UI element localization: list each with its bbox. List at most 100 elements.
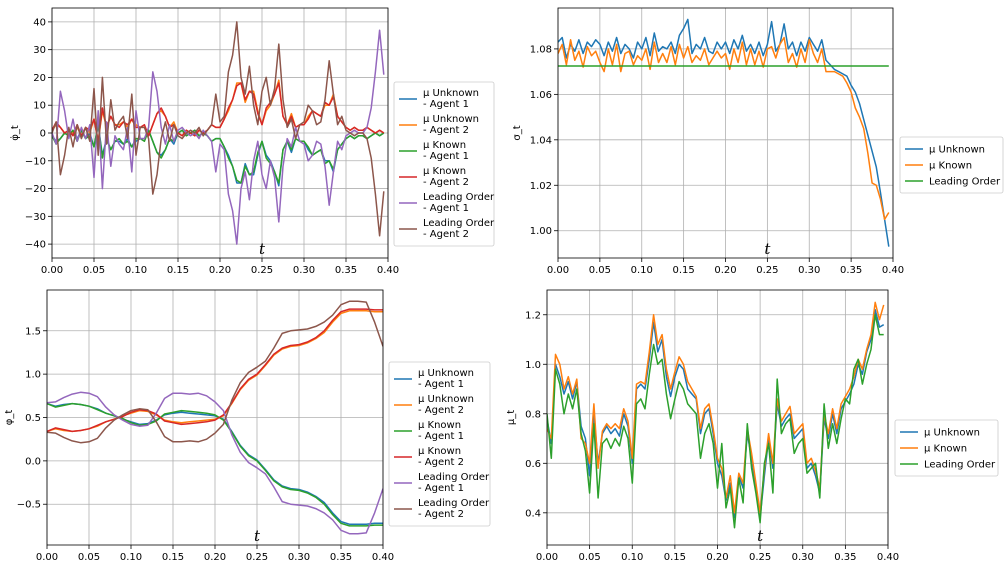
y-tick-label: 0.6 (525, 459, 541, 470)
x-tick-label: 0.20 (706, 552, 728, 563)
y-tick-label: −30 (25, 212, 46, 223)
legend-label: - Agent 2 (418, 509, 464, 520)
legend-label: - Agent 1 (423, 203, 469, 214)
x-tick-label: 0.05 (78, 552, 100, 563)
legend-label: - Agent 1 (418, 483, 464, 494)
series-line (47, 391, 383, 535)
legend-label: - Agent 2 (423, 177, 469, 188)
y-tick-label: 20 (33, 73, 46, 84)
x-tick-label: 0.00 (41, 265, 63, 276)
legend: μ Unknown μ Known Leading Order (899, 136, 1004, 194)
y-tick-label: 1.00 (530, 226, 552, 237)
x-tick-label: 0.30 (798, 265, 820, 276)
legend-label: μ Known (418, 420, 461, 431)
x-tick-label: 0.40 (372, 552, 394, 563)
legend-label: μ Known (418, 446, 461, 457)
y-tick-label: 10 (33, 101, 46, 112)
plot-frame (557, 7, 894, 259)
legend-label: Leading Order (423, 192, 495, 203)
legend-label: - Agent 2 (423, 125, 469, 136)
x-tick-label: 0.10 (120, 552, 142, 563)
legend-label: μ Unknown (929, 145, 985, 156)
x-tick-label: 0.30 (293, 265, 315, 276)
legend-label: - Agent 2 (418, 457, 464, 468)
y-tick-label: 0.5 (25, 413, 41, 424)
legend: μ Unknown- Agent 1μ Unknown- Agent 2μ Kn… (388, 361, 491, 527)
legend-label: - Agent 2 (423, 229, 469, 240)
legend-label: - Agent 1 (418, 379, 464, 390)
x-tick-label: 0.25 (749, 552, 771, 563)
chart-2: 0.00 0.05 0.10 0.15 0.20 0.25 0.30 0.35 0.40 1.00… (512, 7, 1004, 276)
x-tick-label: 0.15 (167, 265, 189, 276)
series-line (558, 36, 890, 221)
legend-label: μ Unknown (924, 428, 980, 439)
plot-frame (51, 7, 389, 259)
y-tick-label: −0.5 (17, 500, 41, 511)
legend-box (899, 136, 1004, 194)
legend-label: μ Unknown (418, 368, 474, 379)
legend: μ Unknown μ Known Leading Order (894, 419, 999, 477)
legend-label: μ Known (929, 161, 972, 172)
y-tick-label: −40 (25, 240, 46, 251)
legend-label: - Agent 1 (418, 431, 464, 442)
x-tick-label: 0.10 (631, 265, 653, 276)
y-tick-label: 0.8 (525, 409, 541, 420)
y-tick-label: 1.06 (530, 90, 552, 101)
x-tick-label: 0.30 (792, 552, 814, 563)
x-tick-label: 0.15 (664, 552, 686, 563)
x-tick-label: 0.05 (83, 265, 105, 276)
legend-label: - Agent 2 (418, 405, 464, 416)
legend-label: μ Known (423, 140, 466, 151)
legend-label: - Agent 1 (423, 99, 469, 110)
legend-label: Leading Order (418, 498, 490, 509)
legend-label: Leading Order (924, 460, 996, 471)
plot-frame (546, 289, 889, 546)
series-group (547, 301, 885, 529)
series-group (47, 300, 383, 535)
legend-box (393, 81, 495, 247)
y-tick-label: −10 (25, 156, 46, 167)
chart-1: 0.00 0.05 0.10 0.15 0.20 0.25 0.30 0.35 0.40 −40 −… (9, 7, 495, 276)
legend-label: μ Known (423, 166, 466, 177)
x-tick-label: 0.40 (877, 552, 899, 563)
y-axis-label: σ_t (512, 125, 523, 140)
y-axis-label: φ_t (4, 410, 15, 426)
legend-label: Leading Order (929, 177, 1001, 188)
legend-label: μ Unknown (423, 114, 479, 125)
legend-label: - Agent 1 (423, 151, 469, 162)
series-line (47, 300, 383, 444)
y-tick-label: 30 (33, 45, 46, 56)
x-tick-label: 0.35 (834, 552, 856, 563)
x-tick-label: 0.05 (578, 552, 600, 563)
series-line (52, 21, 385, 237)
x-axis-label: t (764, 240, 771, 258)
legend-label: Leading Order (418, 472, 490, 483)
x-axis-label: t (259, 240, 266, 258)
x-tick-label: 0.35 (330, 552, 352, 563)
y-tick-label: 1.04 (530, 135, 552, 146)
x-tick-label: 0.15 (162, 552, 184, 563)
x-tick-label: 0.00 (536, 552, 558, 563)
y-tick-label: 1.2 (525, 310, 541, 321)
series-line (47, 308, 383, 433)
chart-4: 0.00 0.05 0.10 0.15 0.20 0.25 0.30 0.35 0.40 0.4 0… (506, 289, 999, 563)
y-axis-label: μ_t (506, 410, 517, 425)
legend-box (388, 361, 491, 527)
legend-label: μ Unknown (418, 394, 474, 405)
y-tick-label: 1.0 (25, 370, 41, 381)
chart-3: 0.00 0.05 0.10 0.15 0.20 0.25 0.30 0.35 0.40 −0.5… (4, 289, 491, 563)
x-tick-label: 0.10 (621, 552, 643, 563)
y-tick-label: 0.0 (25, 456, 41, 467)
x-tick-label: 0.35 (335, 265, 357, 276)
series-line (547, 301, 885, 514)
x-tick-label: 0.15 (672, 265, 694, 276)
x-tick-label: 0.25 (251, 265, 273, 276)
y-tick-label: 40 (33, 17, 46, 28)
y-tick-label: −20 (25, 184, 46, 195)
series-group (558, 18, 890, 247)
x-tick-label: 0.00 (36, 552, 58, 563)
legend-box (894, 419, 999, 477)
x-tick-label: 0.10 (125, 265, 147, 276)
x-axis-label: t (254, 527, 261, 545)
legend-label: μ Unknown (423, 88, 479, 99)
